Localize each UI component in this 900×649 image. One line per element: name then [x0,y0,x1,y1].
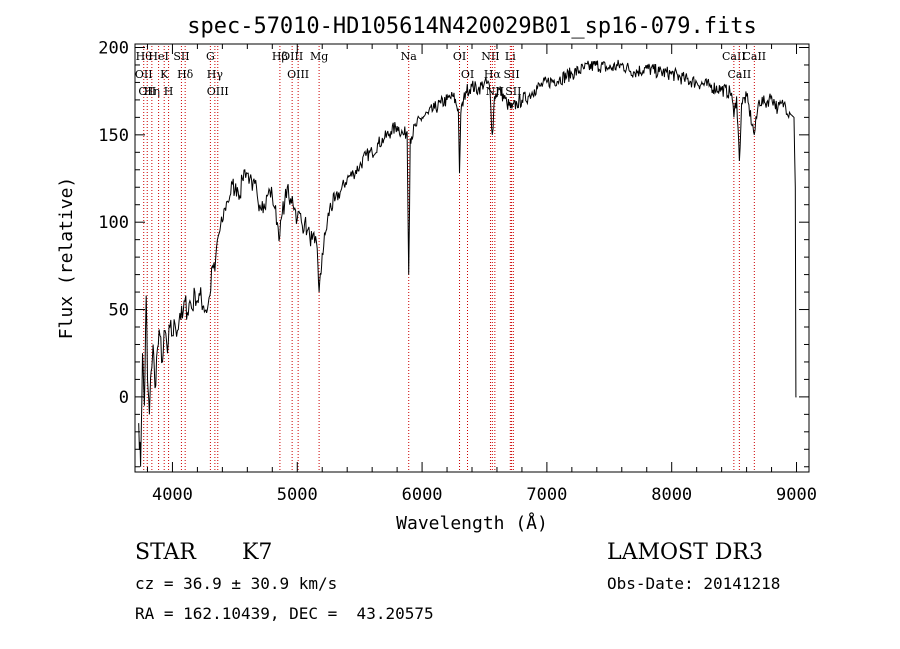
survey-name: LAMOST DR3 [607,540,763,565]
object-class: STAR [135,540,196,565]
ra-dec: RA = 162.10439, DEC = 43.20575 [135,604,434,623]
x-tick-label: 9000 [776,485,817,505]
x-tick-label: 7000 [526,485,567,505]
x-tick-label: 6000 [402,485,443,505]
spectral-line-label: CaII [722,50,746,63]
spectral-line-label: HeI [148,50,168,63]
y-tick-label: 200 [98,38,129,58]
spectral-line-label: G [206,50,215,63]
spectral-line-label: SII [173,50,189,63]
spectral-line-label: SII [505,85,521,98]
spectral-line-label: CaII [742,50,766,63]
chart-title: spec-57010-HD105614N420029B01_sp16-079.f… [187,14,757,39]
spectral-line-label: OIII [287,68,309,81]
spectral-line-label: OII [135,68,153,81]
spectral-line-label: OI [461,68,474,81]
x-tick-label: 8000 [651,485,692,505]
spectral-line-label: OIII [281,50,303,63]
y-tick-label: 150 [98,126,129,146]
spectrum-series-line [138,59,797,467]
spectral-line-label: Hδ [177,68,194,81]
spectral-line-label: CaII [728,68,752,81]
x-tick-label: 4000 [152,485,193,505]
spectral-line-label: OIII [207,85,229,98]
spectral-line-label: Hα [484,68,502,81]
x-axis-label: Wavelength (Å) [396,512,548,534]
y-tick-label: 100 [98,213,129,233]
axes: 4000 5000 6000 7000 8000 9000 0 50 100 150 200 [98,38,817,505]
spectral-line-label: Na [401,50,418,63]
spectral-line-label: Li [505,50,516,63]
y-tick-label: 0 [119,388,129,408]
spectral-line-label: Mg [310,50,328,63]
observation-date: Obs-Date: 20141218 [607,574,781,593]
y-axis-label: Flux (relative) [56,177,77,340]
spectral-line-label: OI [453,50,466,63]
object-subclass: K7 [242,540,273,565]
spectral-line-label: SII [503,68,519,81]
plot-frame [134,43,810,473]
spectral-line-label: H [164,85,174,98]
x-tick-label: 5000 [277,485,318,505]
spectral-line-label: Hη [144,85,160,98]
spectral-line-label: Hθ [136,50,153,63]
spectral-line-label: Hβ [272,50,288,63]
y-tick-label: 50 [109,301,129,321]
redshift-value: cz = 36.9 ± 30.9 km/s [135,574,338,593]
spectral-line-label: K [160,68,169,81]
spectral-line-label: NII [481,50,499,63]
spectral-line-label: Hγ [207,68,224,81]
